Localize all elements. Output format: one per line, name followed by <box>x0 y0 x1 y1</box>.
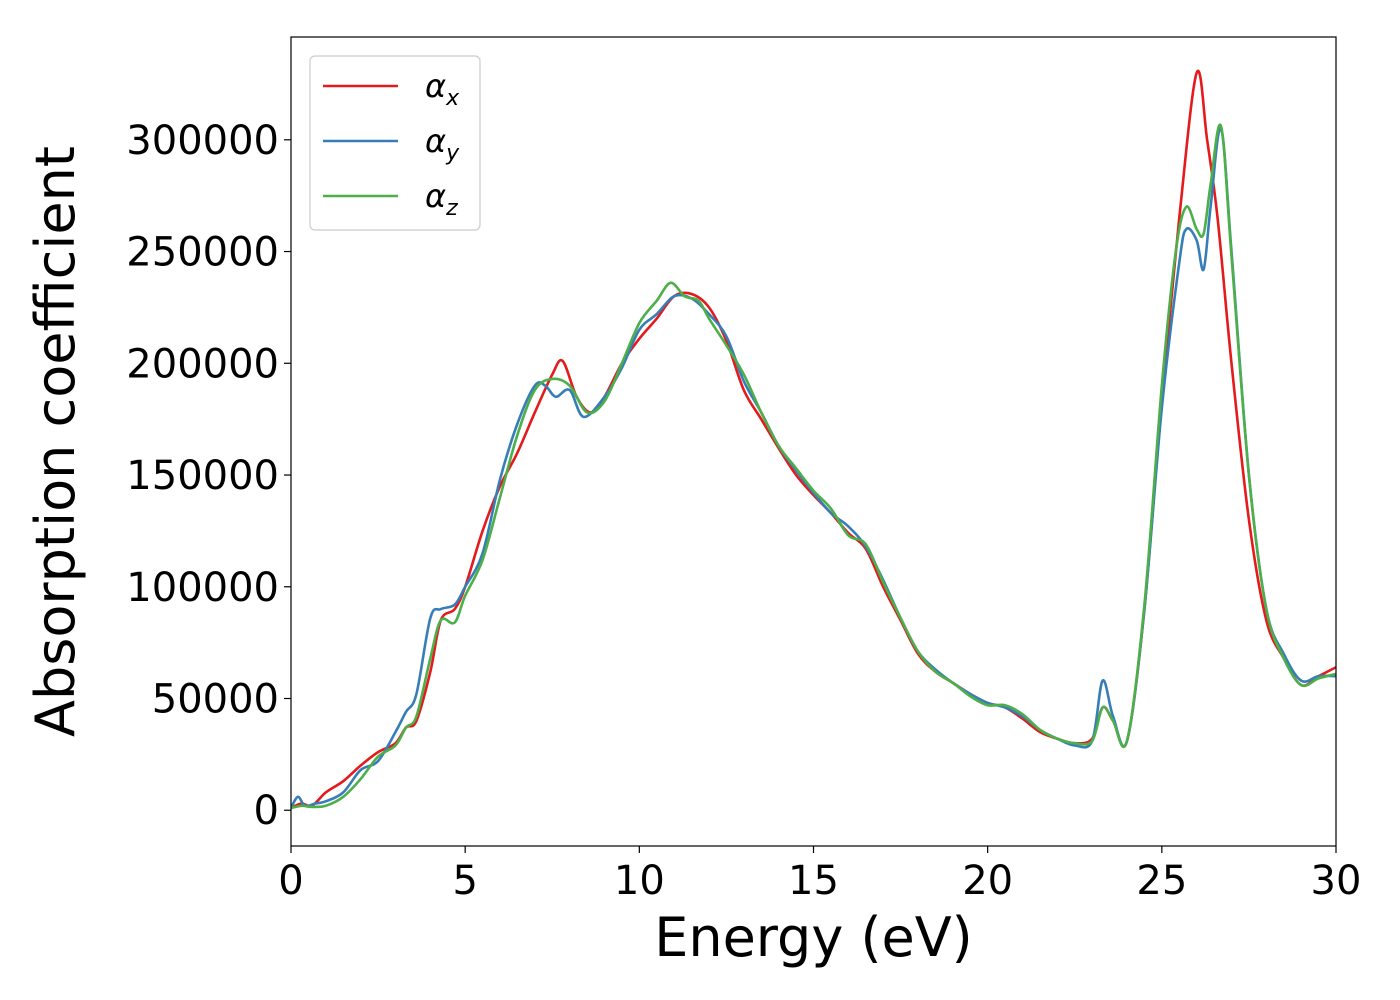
y-axis: 0 50000 100000 150000 200000 250000 300000 <box>126 118 291 834</box>
legend-box <box>309 55 481 231</box>
series-line-y <box>291 127 1336 809</box>
legend-symbol: α <box>425 177 446 215</box>
series-line-z <box>291 123 1336 810</box>
x-tick-label: 30 <box>1311 858 1362 904</box>
y-tick-label: 150000 <box>126 453 279 499</box>
legend-subscript: x <box>445 86 460 111</box>
x-tick-label: 15 <box>788 858 839 904</box>
legend-label-z: αz <box>425 177 458 221</box>
y-tick-label: 250000 <box>126 230 279 276</box>
y-axis-label: Absorption coefficient <box>24 146 87 737</box>
legend-label-x: αx <box>425 67 460 111</box>
x-tick-label: 25 <box>1136 858 1187 904</box>
x-tick-label: 5 <box>452 858 477 904</box>
x-tick-label: 10 <box>614 858 665 904</box>
y-tick-label: 50000 <box>152 677 279 723</box>
y-tick-label: 300000 <box>126 118 279 164</box>
x-axis-label: Energy (eV) <box>654 906 973 969</box>
legend-symbol: α <box>425 67 446 105</box>
x-tick-label: 0 <box>278 858 303 904</box>
series-layer <box>291 69 1336 810</box>
legend-subscript: z <box>445 196 458 221</box>
legend-symbol: α <box>425 122 446 160</box>
y-tick-label: 0 <box>254 788 279 834</box>
x-tick-label: 20 <box>962 858 1013 904</box>
y-tick-label: 100000 <box>126 565 279 611</box>
y-tick-label: 200000 <box>126 341 279 387</box>
legend-label-y: αy <box>425 122 460 166</box>
legend-subscript: y <box>445 141 460 166</box>
x-axis: 0 5 10 15 20 25 30 <box>278 846 1361 904</box>
